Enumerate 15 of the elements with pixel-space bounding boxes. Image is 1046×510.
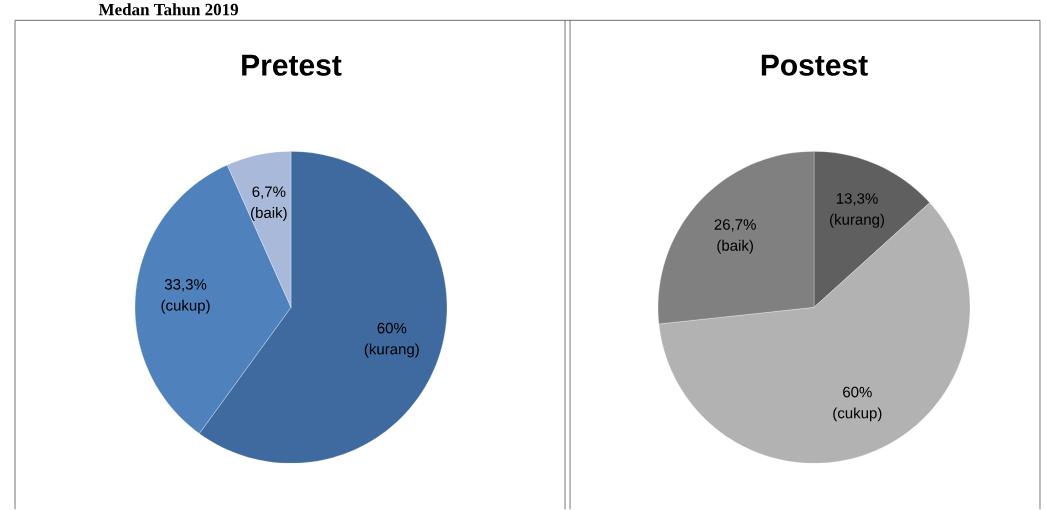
slice-label: (baik) bbox=[251, 207, 287, 222]
data-label: 13,3% bbox=[836, 193, 878, 206]
chart-title: Pretest bbox=[242, 54, 342, 76]
slice-label: (cukup) bbox=[833, 407, 882, 422]
data-label: 6,7% bbox=[252, 186, 286, 199]
data-label: 60% bbox=[377, 322, 407, 334]
slice-label: (baik) bbox=[717, 239, 753, 254]
data-label: 60% bbox=[843, 386, 872, 398]
slice-label: (kurang) bbox=[830, 213, 885, 228]
chart-title: Postest bbox=[761, 54, 868, 76]
data-label: 33,3% bbox=[164, 279, 207, 292]
data-label: 26,7% bbox=[714, 219, 756, 232]
slice-label: (cukup) bbox=[161, 299, 210, 314]
text: Medan Tahun 2019 bbox=[98, 3, 239, 16]
slice-label: (kurang) bbox=[364, 343, 419, 358]
